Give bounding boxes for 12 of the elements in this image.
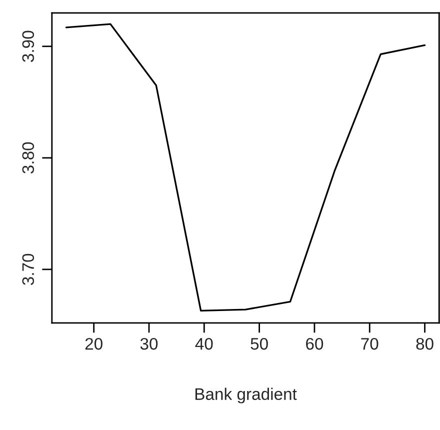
- y-tick-label: 3.90: [22, 30, 34, 62]
- x-tick-label: 30: [140, 338, 158, 350]
- x-tick-label: 80: [416, 338, 434, 350]
- y-tick-label: 3.70: [22, 254, 34, 285]
- x-axis-title: Bank gradient: [195, 388, 297, 404]
- x-tick-label: 70: [361, 338, 378, 350]
- x-tick-label: 50: [250, 338, 268, 350]
- x-tick-label: 40: [195, 338, 213, 350]
- y-tick-label: 3.80: [22, 142, 34, 174]
- x-tick-label: 20: [85, 338, 102, 350]
- x-tick-label: 60: [306, 338, 324, 350]
- line-series: [65, 23, 426, 312]
